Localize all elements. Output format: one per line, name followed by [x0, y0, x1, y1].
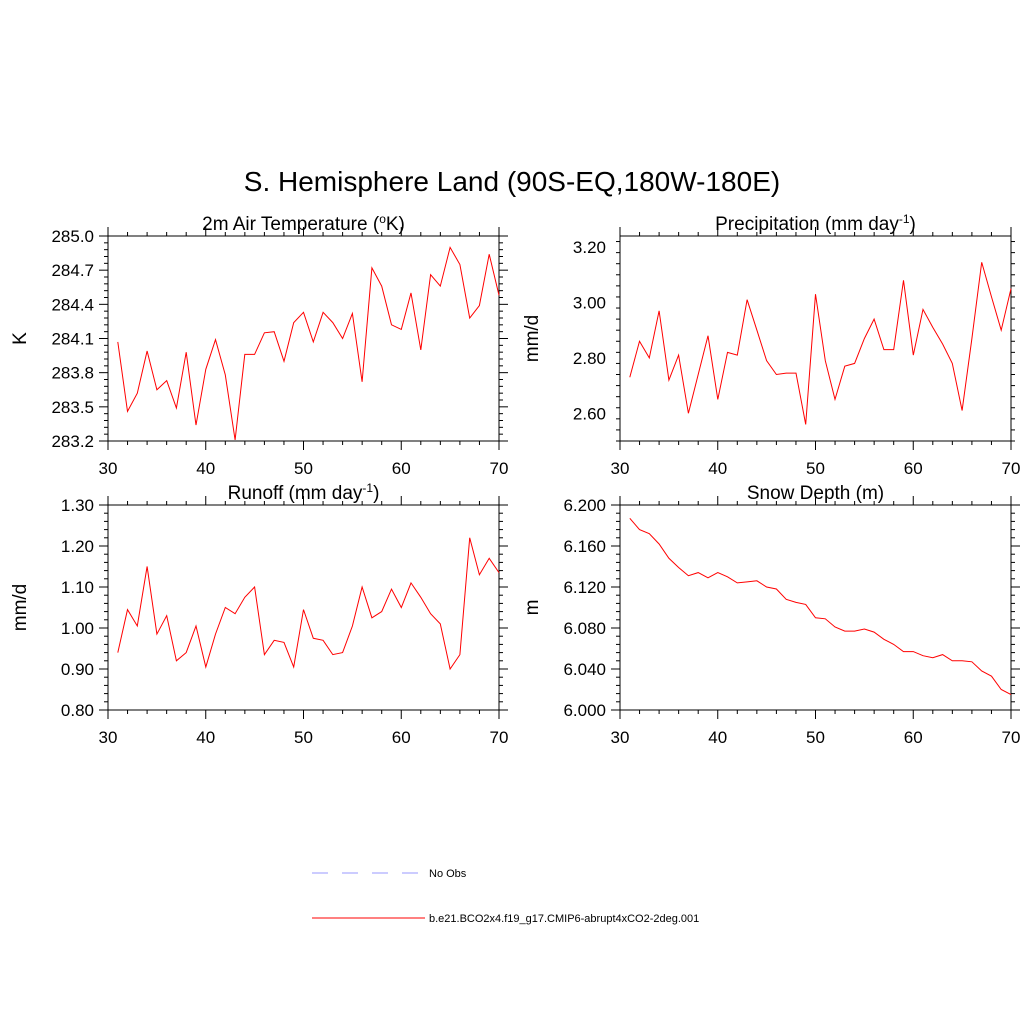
panel-2: Precipitation (mm day-1) mm/d 30 40 50 60 70 2.… [522, 212, 1020, 478]
panel-title-main: Runoff (mm day [228, 483, 363, 504]
x-tick-label: 30 [99, 459, 118, 478]
panel-title-main: Precipitation (mm day [715, 214, 899, 235]
y-axis-label: m [522, 600, 543, 616]
x-tick-label: 50 [294, 459, 313, 478]
panel-title: Snow Depth (m) [747, 483, 884, 504]
y-tick-label: 0.80 [61, 701, 94, 720]
y-tick-label: 6.040 [563, 660, 606, 679]
x-tick-label: 40 [196, 459, 215, 478]
y-tick-label: 285.0 [51, 227, 94, 246]
panel-title-sup: -1 [899, 212, 910, 226]
x-tick-label: 60 [904, 728, 923, 747]
y-axis-label: K [10, 332, 31, 345]
y-tick-label: 1.00 [61, 619, 94, 638]
x-tick-label: 40 [708, 728, 727, 747]
x-tick-label: 60 [904, 459, 923, 478]
panel-title-tail: ) [910, 214, 916, 235]
y-tick-label: 3.00 [573, 293, 606, 312]
y-tick-label: 1.30 [61, 496, 94, 515]
y-tick-label: 2.80 [573, 349, 606, 368]
x-tick-label: 70 [490, 459, 509, 478]
panel-title: Precipitation (mm day-1) [715, 212, 916, 235]
y-tick-label: 6.120 [563, 578, 606, 597]
y-tick-label: 6.000 [563, 701, 606, 720]
x-tick-label: 50 [806, 459, 825, 478]
y-tick-label: 284.1 [51, 330, 94, 349]
panel-title: Runoff (mm day-1) [228, 481, 380, 504]
panels: 2m Air Temperature (oK) K 30 40 50 60 70 283.2 2… [10, 212, 1020, 747]
x-tick-label: 50 [294, 728, 313, 747]
series-line [117, 246, 500, 440]
legend-label: No Obs [429, 868, 467, 880]
panel-title-sup: -1 [362, 481, 373, 495]
y-tick-label: 283.5 [51, 398, 94, 417]
series-line [117, 537, 500, 671]
x-tick-label: 60 [392, 459, 411, 478]
series-line [629, 517, 1012, 696]
panel-title-main: 2m Air Temperature ( [202, 214, 380, 235]
panel-3: Runoff (mm day-1) mm/d 30 40 50 60 70 0.80 0.90 1… [10, 481, 508, 747]
series-line [629, 262, 1012, 425]
panel-title-tail: K) [386, 214, 405, 235]
panel-title: 2m Air Temperature (oK) [202, 212, 405, 235]
panel-4: Snow Depth (m) m 30 40 50 60 70 6.000 6.040 6.080… [522, 483, 1020, 747]
y-tick-label: 6.080 [563, 619, 606, 638]
x-tick-label: 40 [196, 728, 215, 747]
figure-title: S. Hemisphere Land (90S-EQ,180W-180E) [244, 166, 780, 197]
y-tick-label: 6.160 [563, 537, 606, 556]
plot-frame [619, 504, 1012, 711]
y-tick-label: 3.20 [573, 238, 606, 257]
y-tick-label: 2.60 [573, 404, 606, 423]
x-tick-label: 40 [708, 459, 727, 478]
y-axis-label: mm/d [522, 315, 543, 363]
y-tick-label: 284.7 [51, 261, 94, 280]
legend: No Obs b.e21.BCO2x4.f19_g17.CMIP6-abrupt4… [312, 868, 699, 925]
legend-label: b.e21.BCO2x4.f19_g17.CMIP6-abrupt4xCO2-2… [429, 913, 699, 925]
plot-frame [107, 235, 500, 442]
x-tick-label: 70 [1002, 728, 1021, 747]
y-axis-label: mm/d [10, 584, 31, 632]
y-tick-label: 284.4 [51, 295, 94, 314]
y-tick-label: 1.10 [61, 578, 94, 597]
x-tick-label: 70 [1002, 459, 1021, 478]
x-tick-label: 60 [392, 728, 411, 747]
y-tick-label: 283.2 [51, 432, 94, 451]
x-tick-label: 50 [806, 728, 825, 747]
panel-title-tail: ) [373, 483, 379, 504]
x-tick-label: 30 [99, 728, 118, 747]
x-tick-label: 30 [611, 728, 630, 747]
y-tick-label: 1.20 [61, 537, 94, 556]
plot-frame [107, 504, 500, 711]
y-tick-label: 6.200 [563, 496, 606, 515]
x-tick-label: 70 [490, 728, 509, 747]
panel-title-main: Snow Depth (m) [747, 483, 884, 504]
plot-frame [619, 235, 1012, 442]
panel-1: 2m Air Temperature (oK) K 30 40 50 60 70 283.2 2… [10, 212, 508, 478]
panel-title-sup: o [379, 212, 386, 226]
y-tick-label: 283.8 [51, 364, 94, 383]
y-tick-label: 0.90 [61, 660, 94, 679]
x-tick-label: 30 [611, 459, 630, 478]
